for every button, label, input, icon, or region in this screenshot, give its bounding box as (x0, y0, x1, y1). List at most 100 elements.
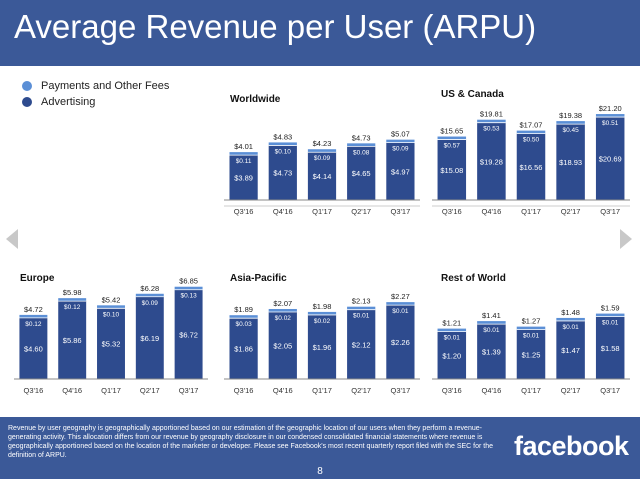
asia-pacific-bar-payments (229, 315, 258, 319)
europe-label-payments: $0.09 (142, 300, 159, 307)
asia-pacific-tick-label: Q4'16 (273, 386, 293, 395)
us-canada-tick-label: Q1'17 (521, 207, 541, 216)
rest-of-world-label-advertising: $1.25 (522, 350, 541, 359)
rest-of-world-label-total: $1.59 (601, 304, 620, 313)
europe-label-payments: $0.12 (64, 304, 81, 311)
europe-tick-label: Q3'16 (24, 386, 44, 395)
worldwide-label-payments: $0.09 (314, 155, 331, 162)
title-banner: Average Revenue per User (ARPU) (0, 0, 640, 66)
worldwide-label-advertising: $4.65 (352, 169, 371, 178)
us-canada-tick-label: Q4'16 (482, 207, 502, 216)
us-canada-bar-payments (477, 119, 506, 123)
footer-banner (0, 417, 640, 479)
us-canada-label-payments: $0.53 (483, 126, 500, 133)
asia-pacific-tick-label: Q1'17 (312, 386, 332, 395)
rest-of-world-tick-label: Q3'16 (442, 386, 462, 395)
europe-title: Europe (20, 273, 55, 284)
legend-label-payments: Payments and Other Fees (41, 80, 170, 92)
asia-pacific-label-total: $2.13 (352, 297, 371, 306)
asia-pacific-label-advertising: $2.12 (352, 340, 371, 349)
europe-bar-advertising (135, 296, 164, 379)
us-canada-label-total: $15.65 (440, 127, 463, 136)
worldwide-bar-advertising (268, 145, 297, 200)
europe-label-advertising: $4.60 (24, 344, 43, 353)
rest-of-world-label-advertising: $1.58 (601, 344, 620, 353)
europe-label-total: $5.42 (102, 295, 121, 304)
worldwide-bar-payments (229, 152, 258, 156)
europe-tick-label: Q3'17 (179, 386, 199, 395)
us-canada-label-advertising: $20.69 (599, 155, 622, 164)
asia-pacific-label-payments: $0.01 (392, 308, 409, 315)
us-canada-label-total: $17.07 (520, 121, 543, 130)
rest-of-world-label-total: $1.41 (482, 311, 501, 320)
europe-label-advertising: $5.32 (102, 340, 121, 349)
rest-of-world-bar-payments (516, 326, 546, 330)
europe-label-total: $4.72 (24, 305, 43, 314)
rest-of-world-label-advertising: $1.20 (442, 351, 461, 360)
worldwide-tick-label: Q3'17 (391, 207, 411, 216)
worldwide-label-total: $4.83 (273, 132, 292, 141)
europe-tick-label: Q4'16 (62, 386, 82, 395)
worldwide-tick-label: Q3'16 (234, 207, 254, 216)
us-canada-tick-label: Q2'17 (561, 207, 581, 216)
europe-label-total: $6.85 (179, 277, 198, 286)
us-canada-bar-advertising (516, 133, 546, 200)
asia-pacific-label-payments: $0.01 (353, 313, 370, 320)
rest-of-world-label-advertising: $1.39 (482, 348, 501, 357)
asia-pacific-bar-advertising (386, 305, 415, 379)
legend-label-advertising: Advertising (41, 96, 96, 108)
us-canada-label-total: $21.20 (599, 104, 622, 113)
asia-pacific-bar-advertising (229, 318, 258, 379)
worldwide-bar-payments (268, 142, 297, 146)
rest-of-world-bar-payments (595, 313, 625, 317)
next-arrow-icon[interactable] (620, 229, 632, 249)
europe-label-total: $5.98 (63, 288, 82, 297)
europe-bar-advertising (97, 308, 125, 379)
us-canada-label-total: $19.81 (480, 110, 503, 119)
us-canada-bar-payments (556, 121, 585, 125)
asia-pacific-label-payments: $0.02 (275, 315, 292, 322)
asia-pacific-bar-advertising (307, 314, 337, 379)
asia-pacific-label-total: $1.98 (313, 302, 332, 311)
worldwide-label-advertising: $4.97 (391, 167, 410, 176)
europe-label-advertising: $5.86 (63, 336, 82, 345)
us-canada-bar-advertising (437, 139, 467, 200)
slide-title: Average Revenue per User (ARPU) (14, 8, 537, 45)
previous-arrow-icon[interactable] (6, 229, 18, 249)
rest-of-world-label-payments: $0.01 (562, 324, 579, 331)
asia-pacific-tick-label: Q3'16 (234, 386, 254, 395)
europe-tick-label: Q1'17 (101, 386, 121, 395)
worldwide-bar-advertising (386, 142, 415, 200)
rest-of-world-bar-payments (477, 321, 506, 325)
rest-of-world-bar-advertising (516, 329, 546, 379)
europe-label-payments: $0.13 (180, 293, 197, 300)
asia-pacific-label-advertising: $1.96 (313, 343, 332, 352)
asia-pacific-bar-payments (268, 308, 297, 312)
us-canada-label-payments: $0.51 (602, 120, 619, 127)
worldwide-label-total: $4.01 (234, 142, 253, 151)
rest-of-world-label-advertising: $1.47 (561, 346, 580, 355)
us-canada-bar-payments (595, 114, 625, 118)
us-canada-label-payments: $0.57 (444, 143, 461, 150)
worldwide-label-advertising: $4.14 (313, 172, 332, 181)
asia-pacific-bar-advertising (268, 311, 297, 379)
worldwide-bar-payments (347, 143, 376, 147)
worldwide-label-payments: $0.08 (353, 149, 370, 156)
asia-pacific-tick-label: Q3'17 (391, 386, 411, 395)
worldwide-tick-label: Q1'17 (312, 207, 332, 216)
worldwide-bar-advertising (347, 146, 376, 200)
rest-of-world-label-payments: $0.01 (602, 320, 619, 327)
europe-bar-payments (174, 286, 203, 290)
europe-label-payments: $0.10 (103, 311, 120, 318)
asia-pacific-label-payments: $0.03 (235, 321, 252, 328)
europe-bar-payments (58, 298, 87, 302)
us-canada-title: US & Canada (441, 89, 504, 100)
us-canada-label-advertising: $19.28 (480, 157, 503, 166)
rest-of-world-bar-advertising (477, 324, 506, 379)
rest-of-world-bar-payments (437, 328, 467, 332)
worldwide-bar-payments (386, 139, 415, 143)
worldwide-label-total: $4.73 (352, 133, 371, 142)
asia-pacific-title: Asia-Pacific (230, 273, 287, 284)
legend-swatch-payments (22, 81, 32, 91)
rest-of-world-tick-label: Q3'17 (600, 386, 620, 395)
